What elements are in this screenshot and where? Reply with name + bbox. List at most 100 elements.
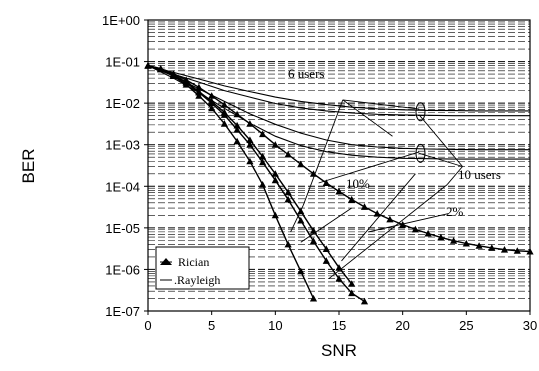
- data-point: [309, 294, 318, 302]
- data-point: [220, 108, 228, 116]
- data-point: [246, 157, 254, 165]
- x-tick-label: 25: [459, 318, 473, 333]
- y-tick-label: 1E+00: [102, 13, 140, 28]
- data-point: [322, 179, 330, 186]
- data-point: [322, 245, 330, 252]
- annotation-ellipse-6-users: [415, 102, 426, 122]
- data-point: [297, 267, 305, 275]
- data-point: [488, 244, 496, 251]
- y-tick-label: 1E-06: [105, 262, 140, 277]
- data-point: [246, 136, 254, 143]
- y-tick-label: 1E-05: [105, 221, 140, 236]
- annotation-leader-line: [368, 213, 449, 233]
- annotation-2-percent: 2%: [446, 204, 464, 219]
- y-tick-label: 1E-07: [105, 304, 140, 319]
- y-axis-label: BER: [19, 149, 38, 184]
- data-point: [233, 126, 241, 133]
- x-tick-label: 20: [395, 318, 409, 333]
- data-point: [259, 152, 267, 160]
- data-point: [462, 239, 470, 247]
- legend-rician-label: Rician: [178, 255, 209, 269]
- data-point: [297, 216, 305, 224]
- data-point: [246, 141, 254, 148]
- data-point: [233, 137, 241, 145]
- data-point: [208, 97, 216, 105]
- data-point: [335, 275, 343, 282]
- data-point: [271, 176, 279, 184]
- data-point: [513, 247, 521, 254]
- x-tick-label: 15: [332, 318, 346, 333]
- annotation-leader-line: [302, 99, 344, 206]
- data-point: [259, 158, 267, 166]
- legend: Rician .Rayleigh: [155, 246, 250, 290]
- x-tick-label: 5: [208, 318, 215, 333]
- data-point: [411, 225, 419, 233]
- data-point: [284, 188, 292, 196]
- data-point: [233, 121, 241, 129]
- axis-ticks: 0 5 10 15 20 25 30 1E+00 1E-01 1E-02 1E-03 1E-04 1E-…: [102, 13, 537, 333]
- data-point: [259, 130, 267, 138]
- annotation-leader-line: [418, 114, 463, 167]
- x-axis-label: SNR: [321, 341, 357, 360]
- data-point: [297, 160, 305, 168]
- annotation-leader-line: [419, 152, 463, 167]
- data-point: [360, 203, 369, 210]
- data-point: [335, 187, 343, 195]
- data-point: [195, 83, 203, 91]
- data-point: [284, 195, 292, 203]
- data-point: [220, 101, 228, 108]
- data-point: [233, 110, 241, 118]
- series-line-rayleigh-4: [147, 65, 530, 112]
- data-point: [259, 181, 267, 188]
- data-point: [475, 242, 483, 249]
- data-point: [373, 210, 381, 217]
- y-tick-label: 1E-04: [105, 179, 140, 194]
- series-line-rayleigh-5: [147, 65, 530, 117]
- y-tick-label: 1E-03: [105, 138, 140, 153]
- data-point: [322, 257, 330, 264]
- x-tick-label: 30: [523, 318, 537, 333]
- data-point: [271, 170, 279, 177]
- data-point: [386, 215, 394, 223]
- data-point: [348, 280, 356, 287]
- data-point: [220, 120, 228, 127]
- data-point: [437, 233, 445, 241]
- annotation-leader-line: [342, 99, 420, 110]
- annotation-ellipse-10-users: [415, 143, 426, 163]
- legend-rayleigh-label: .Rayleigh: [174, 273, 220, 287]
- data-point: [271, 211, 279, 219]
- y-tick-label: 1E-01: [105, 55, 140, 70]
- x-tick-label: 0: [144, 318, 151, 333]
- annotation-lines: [290, 99, 463, 280]
- data-point: [195, 88, 203, 95]
- annotation-10-percent: 10%: [346, 176, 370, 191]
- annotation-leader-line: [290, 205, 304, 233]
- annotation-leader-line: [341, 173, 416, 262]
- annotation-leader-line: [318, 151, 420, 184]
- data-point: [348, 289, 356, 297]
- series-line-rayleigh-6: [147, 65, 530, 151]
- data-point: [348, 195, 356, 203]
- annotation-leader-line: [446, 166, 463, 185]
- annotation-leader-line: [342, 99, 393, 137]
- data-point: [500, 246, 509, 253]
- annotation-leader-line: [328, 184, 448, 280]
- x-tick-label: 10: [268, 318, 282, 333]
- data-point: [309, 237, 318, 245]
- annotation-leader-line: [300, 207, 352, 243]
- data-point: [424, 229, 432, 237]
- annotation-10-users: 10 users: [458, 167, 501, 182]
- data-point: [271, 141, 279, 148]
- data-series: [144, 62, 534, 305]
- data-point: [450, 237, 458, 244]
- data-point: [208, 104, 216, 112]
- y-tick-label: 1E-02: [105, 96, 140, 111]
- data-point: [284, 150, 292, 158]
- data-point: [284, 240, 292, 248]
- data-point: [360, 297, 369, 305]
- data-point: [309, 170, 318, 177]
- legend-box: [155, 246, 250, 290]
- annotation-6-users: 6 users: [288, 66, 324, 81]
